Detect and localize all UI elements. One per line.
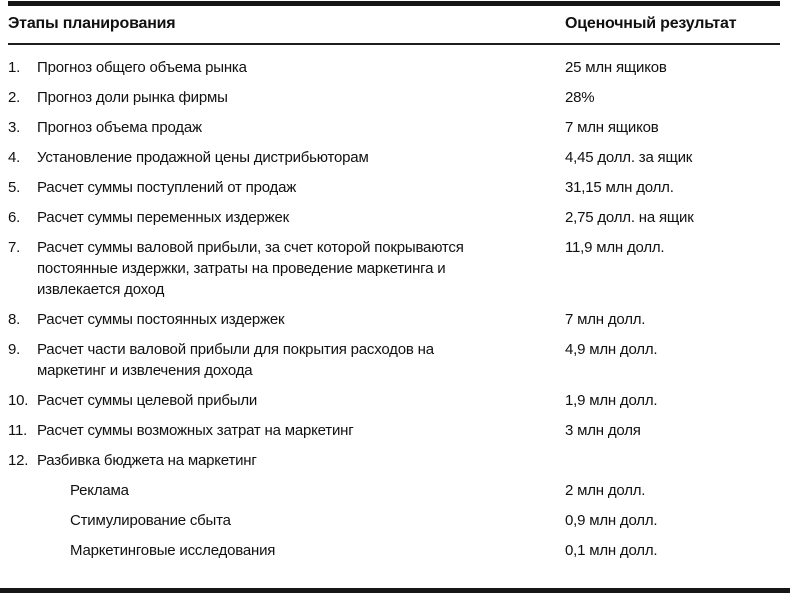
row-value: 2 млн долл. bbox=[565, 482, 646, 499]
row-label: Расчет суммы валовой прибыли, за счет ко… bbox=[37, 239, 464, 298]
row-label: Прогноз общего объема рынка bbox=[37, 59, 247, 76]
row-value: 2,75 долл. на ящик bbox=[565, 209, 694, 226]
row-value: 7 млн долл. bbox=[565, 311, 646, 328]
table-row: 4. Установление продажной цены дистрибью… bbox=[8, 147, 780, 168]
table-row: 6. Расчет суммы переменных издержек 2,75… bbox=[8, 207, 780, 228]
table-row: Стимулирование сбыта 0,9 млн долл. bbox=[8, 510, 780, 531]
table-row: 9. Расчет части валовой прибыли для покр… bbox=[8, 339, 780, 381]
row-value: 28% bbox=[565, 89, 595, 106]
row-label: Расчет суммы целевой прибыли bbox=[37, 392, 258, 409]
row-value bbox=[565, 450, 780, 471]
row-value: 4,45 долл. за ящик bbox=[565, 149, 693, 166]
row-value: 31,15 млн долл. bbox=[565, 179, 674, 196]
row-label: Прогноз объема продаж bbox=[37, 119, 202, 136]
row-number: 2. bbox=[8, 89, 21, 106]
row-label: Прогноз доли рынка фирмы bbox=[37, 89, 228, 106]
table-row: 3. Прогноз объема продаж 7 млн ящиков bbox=[8, 117, 780, 138]
table-row: 7. Расчет суммы валовой прибыли, за счет… bbox=[8, 237, 780, 300]
row-number bbox=[8, 510, 37, 531]
row-value: 0,1 млн долл. bbox=[565, 542, 658, 559]
row-value: 11,9 млн долл. bbox=[565, 239, 665, 256]
row-label: Расчет суммы поступлений от продаж bbox=[37, 179, 297, 196]
column-header-stages: Этапы планирования bbox=[8, 15, 176, 32]
row-number: 10. bbox=[8, 392, 29, 409]
row-number: 7. bbox=[8, 239, 21, 256]
row-label: Расчет суммы возможных затрат на маркети… bbox=[37, 422, 354, 439]
table-row: 10. Расчет суммы целевой прибыли 1,9 млн… bbox=[8, 390, 780, 411]
column-header-result: Оценочный результат bbox=[565, 15, 737, 32]
bottom-rule bbox=[0, 588, 790, 593]
table-row: 11. Расчет суммы возможных затрат на мар… bbox=[8, 420, 780, 441]
row-value: 3 млн доля bbox=[565, 422, 641, 439]
row-number: 9. bbox=[8, 341, 21, 358]
table-row: 2. Прогноз доли рынка фирмы 28% bbox=[8, 87, 780, 108]
row-label: Расчет части валовой прибыли для покрыти… bbox=[37, 341, 434, 379]
row-number: 3. bbox=[8, 119, 21, 136]
row-value: 0,9 млн долл. bbox=[565, 512, 658, 529]
table-body: 1. Прогноз общего объема рынка 25 млн ящ… bbox=[8, 45, 780, 561]
row-number: 5. bbox=[8, 179, 21, 196]
row-number: 4. bbox=[8, 149, 21, 166]
row-number bbox=[8, 540, 37, 561]
row-value: 4,9 млн долл. bbox=[565, 341, 658, 358]
row-number: 6. bbox=[8, 209, 21, 226]
row-number: 11. bbox=[8, 422, 28, 439]
row-number bbox=[8, 480, 37, 501]
top-rule bbox=[8, 1, 780, 6]
row-value: 7 млн ящиков bbox=[565, 119, 659, 136]
table-header: Этапы планирования Оценочный результат bbox=[8, 6, 780, 45]
table-row: Реклама 2 млн долл. bbox=[8, 480, 780, 501]
row-label: Разбивка бюджета на маркетинг bbox=[37, 452, 257, 469]
row-value: 1,9 млн долл. bbox=[565, 392, 658, 409]
table-row: 8. Расчет суммы постоянных издержек 7 мл… bbox=[8, 309, 780, 330]
row-label: Расчет суммы постоянных издержек bbox=[37, 311, 285, 328]
row-number: 12. bbox=[8, 452, 29, 469]
table-row: Маркетинговые исследования 0,1 млн долл. bbox=[8, 540, 780, 561]
table-row: 12. Разбивка бюджета на маркетинг bbox=[8, 450, 780, 471]
row-label: Стимулирование сбыта bbox=[70, 512, 231, 529]
row-label: Реклама bbox=[70, 482, 129, 499]
row-number: 8. bbox=[8, 311, 21, 328]
row-label: Установление продажной цены дистрибьютор… bbox=[37, 149, 369, 166]
table-row: 5. Расчет суммы поступлений от продаж 31… bbox=[8, 177, 780, 198]
row-label: Расчет суммы переменных издержек bbox=[37, 209, 290, 226]
row-label: Маркетинговые исследования bbox=[70, 542, 276, 559]
table-row: 1. Прогноз общего объема рынка 25 млн ящ… bbox=[8, 57, 780, 78]
row-value: 25 млн ящиков bbox=[565, 59, 667, 76]
row-number: 1. bbox=[8, 59, 21, 76]
